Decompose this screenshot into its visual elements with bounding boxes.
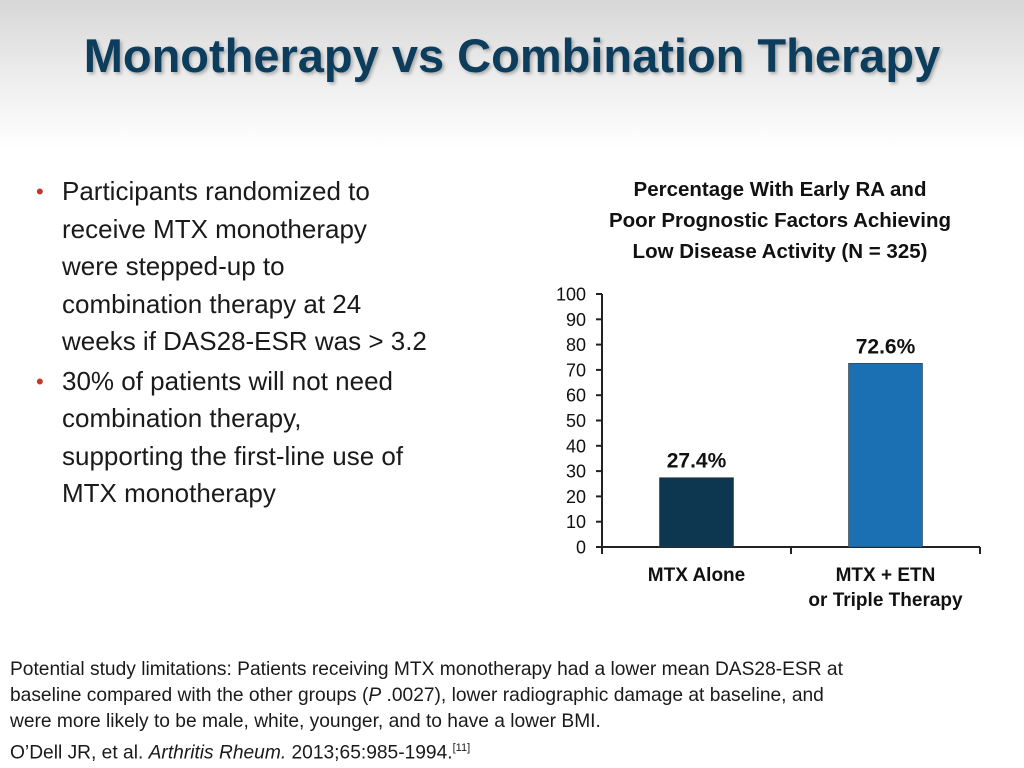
footnote-line: Potential study limitations: Patients re… xyxy=(10,659,843,680)
p-value-symbol: P xyxy=(368,685,382,706)
y-tick-label: 40 xyxy=(566,436,586,456)
x-tick-label: or Triple Therapy xyxy=(808,590,963,611)
bar-chart: 0 10 20 30 40 50 60 70 80 90 100 27.4% MTX Alone 72.6… xyxy=(556,285,981,611)
citation-journal: Arthritis Rheum. xyxy=(148,742,287,764)
bullet-icon: • xyxy=(36,179,44,204)
chart-title-line: Poor Prognostic Factors Achieving xyxy=(608,209,952,232)
footnote-text: .0027), lower radiographic damage at bas… xyxy=(381,685,824,706)
bullet-line: 30% of patients will not need xyxy=(62,365,393,396)
y-tick-label: 90 xyxy=(566,310,586,330)
bullet-line: Participants randomized to xyxy=(62,176,370,206)
citation-reference: [11] xyxy=(452,742,471,754)
y-tick-label: 60 xyxy=(566,386,586,406)
y-tick-label: 10 xyxy=(566,512,586,532)
y-tick-label: 50 xyxy=(566,411,586,431)
bullet-icon: • xyxy=(36,368,44,394)
bullet-line: MTX monotherapy xyxy=(62,478,276,508)
footnote-line: were more likely to be male, white, youn… xyxy=(10,711,601,732)
bullet-list: • Participants randomized to receive MTX… xyxy=(32,173,512,515)
bullet-line: supporting the first-line use of xyxy=(62,440,404,471)
y-tick-label: 30 xyxy=(566,462,586,482)
data-label: 27.4% xyxy=(667,450,727,473)
y-tick-label: 0 xyxy=(576,538,586,558)
citation: O’Dell JR, et al. Arthritis Rheum. 2013;… xyxy=(10,735,1020,766)
y-tick-label: 20 xyxy=(566,487,586,507)
chart-title-line: Low Disease Activity (N = 325) xyxy=(632,240,928,263)
chart-title-line: Percentage With Early RA and xyxy=(633,178,927,201)
x-tick-label: MTX + ETN xyxy=(836,565,936,586)
bullet-line: receive MTX monotherapy xyxy=(62,213,367,244)
data-label: 72.6% xyxy=(856,335,916,358)
footnote-line: baseline compared with the other groups … xyxy=(10,683,1020,709)
y-tick-label: 70 xyxy=(566,360,586,380)
bullet-line: weeks if DAS28-ESR was > 3.2 xyxy=(62,326,427,356)
footnote: Potential study limitations: Patients re… xyxy=(10,657,1020,766)
bar xyxy=(659,477,734,548)
x-tick-label: MTX Alone xyxy=(648,565,745,586)
y-tick-label: 80 xyxy=(566,335,586,355)
bullet-line: combination therapy, xyxy=(62,403,302,433)
citation-authors: O’Dell JR, et al. xyxy=(10,742,149,764)
citation-details: 2013;65:985-1994. xyxy=(286,742,453,764)
bullet-line: were stepped-up to xyxy=(62,251,285,281)
bar xyxy=(848,363,923,548)
y-tick-label: 100 xyxy=(556,285,586,305)
bullet-line: combination therapy at 24 xyxy=(62,288,362,319)
chart-title: Percentage With Early RA and Poor Progno… xyxy=(540,174,1020,267)
bullet-item: • 30% of patients will not need combinat… xyxy=(32,363,512,513)
bullet-item: • Participants randomized to receive MTX… xyxy=(32,173,512,361)
slide-title: Monotherapy vs Combination Therapy xyxy=(83,29,941,82)
footnote-text: baseline compared with the other groups … xyxy=(10,685,369,706)
